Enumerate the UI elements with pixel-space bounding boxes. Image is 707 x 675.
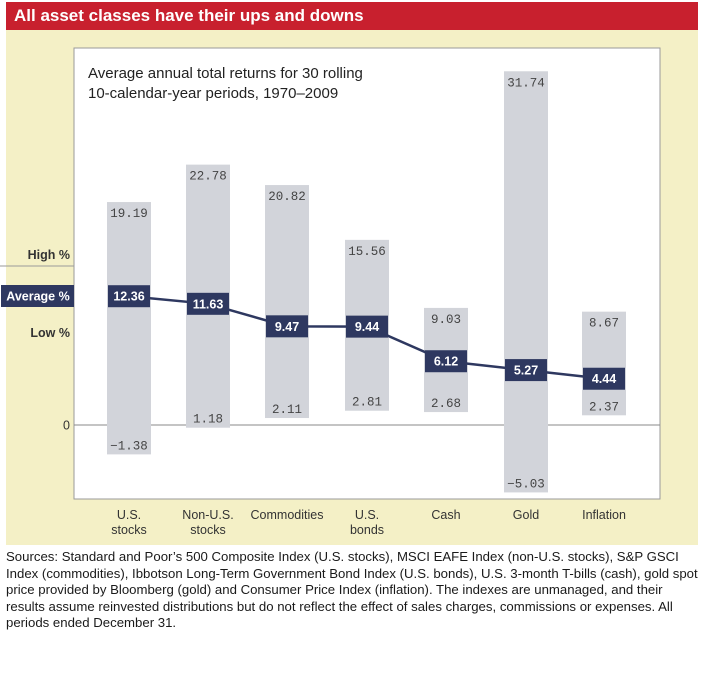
low-label: 2.68 <box>431 397 461 411</box>
zero-tick-label: 0 <box>63 419 70 433</box>
category-label: Commodities <box>251 508 324 522</box>
average-box <box>108 285 150 308</box>
chart-title-line: Average annual total returns for 30 roll… <box>88 65 363 82</box>
low-label: 1.18 <box>193 413 223 427</box>
range-bar <box>265 185 309 419</box>
category-label: U.S. <box>355 508 379 522</box>
category-label: U.S. <box>117 508 141 522</box>
high-legend-label: High % <box>28 248 70 262</box>
sources-note: Sources: Standard and Poor’s 500 Composi… <box>6 549 698 630</box>
average-label: 9.44 <box>355 320 379 334</box>
banner-title: All asset classes have their ups and dow… <box>14 6 364 25</box>
range-bar <box>504 71 548 493</box>
average-box <box>266 315 308 338</box>
average-box <box>187 292 229 315</box>
category-label: stocks <box>111 523 146 537</box>
low-label: −5.03 <box>507 477 545 491</box>
average-label: 5.27 <box>514 364 538 378</box>
low-legend-label: Low % <box>30 326 70 340</box>
average-legend-label: Average % <box>6 290 69 304</box>
high-label: 31.74 <box>507 76 545 90</box>
low-label: 2.81 <box>352 396 382 410</box>
average-box <box>505 359 547 382</box>
category-label: bonds <box>350 523 384 537</box>
range-bar <box>582 311 626 416</box>
average-label: 12.36 <box>113 290 144 304</box>
average-label: 6.12 <box>434 355 458 369</box>
low-label: 2.11 <box>272 403 302 417</box>
high-label: 19.19 <box>110 207 148 221</box>
average-label: 11.63 <box>193 297 224 311</box>
low-label: −1.38 <box>110 439 148 453</box>
title-banner: All asset classes have their ups and dow… <box>6 2 698 30</box>
average-legend-box <box>1 285 74 307</box>
chart-title-line: 10-calendar-year periods, 1970–2009 <box>88 85 338 102</box>
average-box <box>425 350 467 373</box>
high-label: 20.82 <box>268 190 306 204</box>
category-label: stocks <box>190 523 225 537</box>
average-label: 9.47 <box>275 320 299 334</box>
high-label: 8.67 <box>589 317 619 331</box>
average-box <box>583 367 625 390</box>
low-label: 2.37 <box>589 400 619 414</box>
category-label: Non-U.S. <box>182 508 233 522</box>
average-box <box>346 315 388 338</box>
average-label: 4.44 <box>592 372 616 386</box>
category-label: Gold <box>513 508 539 522</box>
high-label: 15.56 <box>348 245 386 259</box>
category-label: Cash <box>431 508 460 522</box>
range-bar <box>107 202 151 455</box>
high-label: 22.78 <box>189 170 227 184</box>
high-label: 9.03 <box>431 313 461 327</box>
category-label: Inflation <box>582 508 626 522</box>
range-chart: 12.36 19.19 −1.38 11.63 22.78 1.18 9.47 20.82 2.… <box>0 47 661 537</box>
